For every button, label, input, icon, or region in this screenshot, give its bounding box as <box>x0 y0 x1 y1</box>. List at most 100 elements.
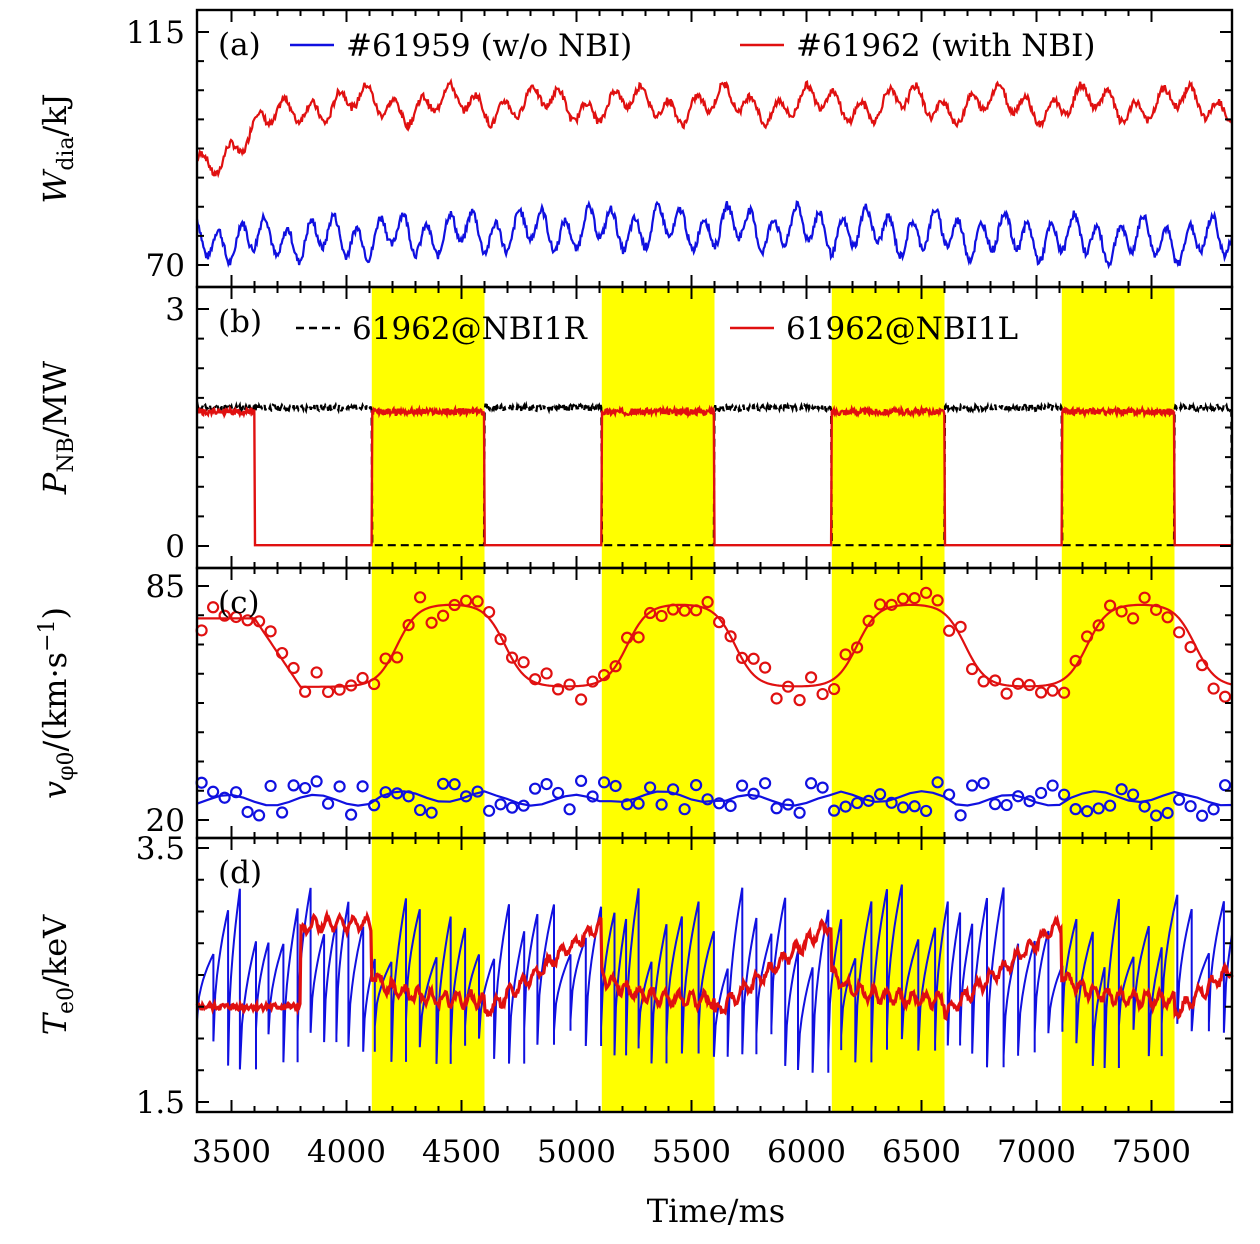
vphi-61962-point <box>931 594 944 607</box>
vphi-61959-point <box>862 794 875 807</box>
x-tick-label: 5000 <box>537 1134 616 1170</box>
vphi-61962-point <box>218 609 231 622</box>
vphi-61962-point <box>1126 612 1140 625</box>
vphi-61962-point <box>873 598 887 611</box>
vphi-61959-point <box>793 806 806 819</box>
vphi-61959-point <box>839 800 852 813</box>
legend-61962-label: #61962 (with NBI) <box>796 28 1096 64</box>
vphi-61962-point <box>287 661 300 675</box>
vphi-61959-point <box>218 791 231 804</box>
vphi-61962-point <box>804 671 818 684</box>
vphi-61959-point <box>965 779 979 792</box>
vphi-61959-point <box>678 803 691 816</box>
y-axis-label-subscript: dia <box>54 136 79 170</box>
vphi-61959-point <box>1046 779 1059 792</box>
vphi-61959-point <box>1115 783 1128 796</box>
vphi-61962-point <box>563 678 576 691</box>
vphi-61959-point <box>1000 798 1013 812</box>
vphi-61962-point <box>977 675 990 688</box>
vphi-61959-point <box>528 782 542 795</box>
vphi-61959-point <box>1092 802 1105 815</box>
vphi-61962-point <box>1069 654 1082 667</box>
vphi-61962-point <box>379 652 392 665</box>
vphi-61959-point <box>551 786 565 800</box>
nbi-highlight-bands <box>371 287 1175 1112</box>
vphi-61959-point <box>954 809 967 822</box>
vphi-61959-point <box>1195 809 1209 822</box>
vphi-61962-point <box>402 619 415 632</box>
vphi-61962-point <box>666 603 680 616</box>
y-axis-label: Te0/keV <box>36 914 79 1035</box>
vphi-61962-point <box>678 604 691 617</box>
vphi-61962-point <box>540 667 553 680</box>
vphi-61962-point <box>551 683 565 696</box>
y-tick-label: 20 <box>146 803 185 839</box>
vphi-61962-point <box>517 656 530 669</box>
x-tick-label: 4000 <box>307 1134 386 1170</box>
y-tick-label: 115 <box>126 15 185 51</box>
vphi-61959-point <box>460 790 473 803</box>
vphi-61962-point <box>908 592 921 605</box>
vphi-61962-point <box>770 692 783 705</box>
vphi-61962-point <box>1195 659 1209 672</box>
y-axis-label-symbol: T <box>36 1011 74 1035</box>
y-axis-label-symbol: v <box>36 781 74 799</box>
vphi-61962-point <box>919 586 933 599</box>
vphi-61962-point <box>1057 686 1071 699</box>
vphi-61959-point <box>781 798 795 811</box>
axis-ticks <box>197 10 1232 1112</box>
vphi-61962-point <box>1092 619 1105 632</box>
vphi-61959-point <box>287 779 300 792</box>
vphi-61962-point <box>597 668 611 682</box>
vphi-61962-point <box>345 679 358 692</box>
vphi-61962-point <box>643 606 657 620</box>
vphi-61962-point <box>1034 686 1048 699</box>
x-tick-label: 6500 <box>882 1134 961 1170</box>
vphi-61959-point <box>356 780 369 793</box>
y-axis-label-subscript: NB <box>54 437 79 472</box>
vphi-61959-point <box>276 806 289 819</box>
legend-nbi1r-label: 61962@NBI1R <box>352 311 588 347</box>
y-tick-label: 85 <box>146 569 185 605</box>
vphi-61959-point <box>517 799 530 812</box>
vphi-61959-point <box>1069 803 1082 816</box>
vphi-61962-point <box>253 615 266 628</box>
vphi-61962-point <box>310 666 323 679</box>
vphi-61962-point <box>437 609 450 622</box>
vphi-61962-point <box>276 646 289 660</box>
vphi-61959-point <box>758 777 772 790</box>
vphi-61959-point <box>712 797 726 810</box>
vphi-61962-point <box>816 687 829 701</box>
vphi-61959-point <box>540 778 553 791</box>
y-tick-label: 70 <box>146 248 185 284</box>
y-axis-label: Wdia/kJ <box>36 93 79 203</box>
vphi-61962-point <box>494 633 507 646</box>
vphi-61962-point <box>1149 603 1163 616</box>
vphi-61959-point <box>896 801 910 814</box>
vphi-61962-point <box>827 682 841 696</box>
series-61962-line <box>196 77 1234 179</box>
vphi-61962-point <box>528 673 542 686</box>
y-axis-label-symbol: W <box>36 168 74 204</box>
vphi-61962-point <box>368 677 381 691</box>
vphi-61962-point <box>655 609 668 623</box>
vphi-61959-point <box>1149 809 1163 822</box>
vphi-61959-point <box>1184 800 1197 813</box>
vphi-61959-point <box>425 806 438 819</box>
vphi-61962-point <box>735 651 749 664</box>
nbi1l-power-line <box>195 404 1232 547</box>
y-axis-label-superscript: −1 <box>35 619 60 651</box>
y-axis-label: vφ0/(km·s−1) <box>35 607 79 799</box>
vphi-61959-point <box>264 779 277 793</box>
vphi-61959-point <box>322 797 335 810</box>
vphi-61959-point <box>437 777 450 790</box>
vphi-61962-point <box>1138 591 1151 604</box>
vphi-61962-point <box>1000 687 1013 700</box>
vphi-61962-point <box>1172 626 1186 639</box>
vphi-61959-point <box>368 799 381 812</box>
x-axis-label: Time/ms <box>647 1192 785 1230</box>
vphi-61959-point <box>333 780 346 793</box>
y-axis-label-unit: /keV <box>36 914 74 987</box>
vphi-61962-point <box>942 624 956 637</box>
vphi-61959-point <box>632 797 645 810</box>
